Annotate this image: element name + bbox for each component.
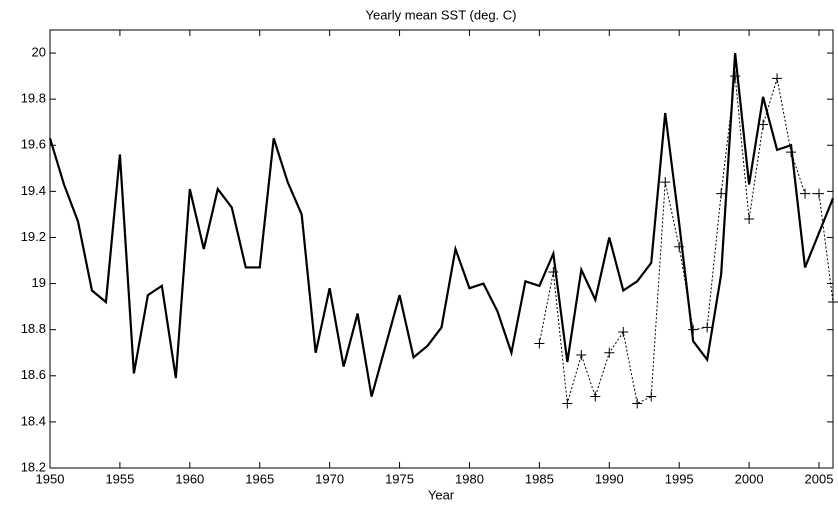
plus-marker <box>702 322 713 333</box>
plus-marker <box>618 326 629 337</box>
plus-marker <box>646 391 657 402</box>
x-tick-label: 1990 <box>595 471 624 486</box>
x-tick-label: 1950 <box>36 471 65 486</box>
plus-marker <box>772 73 783 84</box>
plus-marker <box>716 188 727 199</box>
x-tick-label: 1970 <box>315 471 344 486</box>
y-tick-label: 18.4 <box>21 413 46 428</box>
plus-marker <box>590 391 601 402</box>
series-line <box>538 76 834 405</box>
x-tick-label: 2000 <box>735 471 764 486</box>
x-tick-label: 1980 <box>455 471 484 486</box>
plus-marker <box>730 71 741 82</box>
y-tick-label: 20 <box>32 44 46 59</box>
plus-marker <box>576 350 587 361</box>
y-tick-label: 19.2 <box>21 229 46 244</box>
x-tick-label: 1985 <box>525 471 554 486</box>
y-tick-label: 19.8 <box>21 91 46 106</box>
y-tick-label: 19.6 <box>21 137 46 152</box>
plus-marker <box>534 338 545 349</box>
y-tick-label: 19 <box>32 275 46 290</box>
plus-marker <box>674 241 685 252</box>
x-tick-label: 1975 <box>385 471 414 486</box>
plus-marker <box>632 398 643 409</box>
x-tick-label: 2005 <box>805 471 834 486</box>
plus-marker <box>758 119 769 130</box>
plus-marker <box>828 297 838 308</box>
x-tick-label: 1955 <box>105 471 134 486</box>
y-tick-label: 18.2 <box>21 459 46 474</box>
x-axis-label: Year <box>428 487 455 502</box>
plus-marker <box>744 214 755 225</box>
y-tick-label: 18.6 <box>21 367 46 382</box>
plus-marker <box>604 347 615 358</box>
series-line <box>48 52 835 397</box>
x-tick-label: 1965 <box>245 471 274 486</box>
y-tick-label: 19.4 <box>21 183 46 198</box>
x-tick-label: 1995 <box>665 471 694 486</box>
y-tick-label: 18.8 <box>21 321 46 336</box>
plus-marker <box>562 398 573 409</box>
plus-marker <box>800 188 811 199</box>
plus-marker <box>814 188 825 199</box>
plus-marker <box>660 177 671 188</box>
plus-marker <box>548 267 559 278</box>
plot-frame <box>49 29 834 469</box>
plus-marker <box>688 324 699 335</box>
x-tick-label: 1960 <box>175 471 204 486</box>
chart-title: Yearly mean SST (deg. C) <box>365 7 516 22</box>
plus-marker <box>786 147 797 158</box>
